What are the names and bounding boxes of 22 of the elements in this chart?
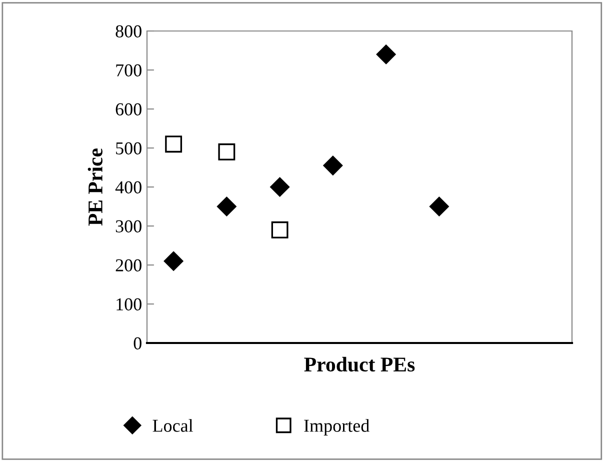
y-tick-label: 500 [116,142,142,154]
legend-label: Imported [304,419,370,436]
y-tick-label: 0 [134,337,142,350]
y-tick-label: 400 [115,181,142,194]
point [430,196,449,216]
y-axis-title: PE Price [88,148,102,226]
point [376,44,396,64]
y-tick-label: 600 [116,103,142,116]
legend-label: Local [152,419,193,432]
y-tick-label: 800 [116,25,142,38]
point [270,177,290,197]
point [165,136,182,153]
y-tick-label: 200 [116,259,142,272]
point [323,156,343,176]
y-tick-label: 100 [116,298,142,310]
y-tick-label: 300 [116,220,142,232]
point [271,221,288,238]
point [164,251,184,271]
y-tick-label: 700 [116,64,142,76]
x-axis-title: Product PEs [304,356,415,372]
point [218,143,236,160]
point [217,196,236,216]
